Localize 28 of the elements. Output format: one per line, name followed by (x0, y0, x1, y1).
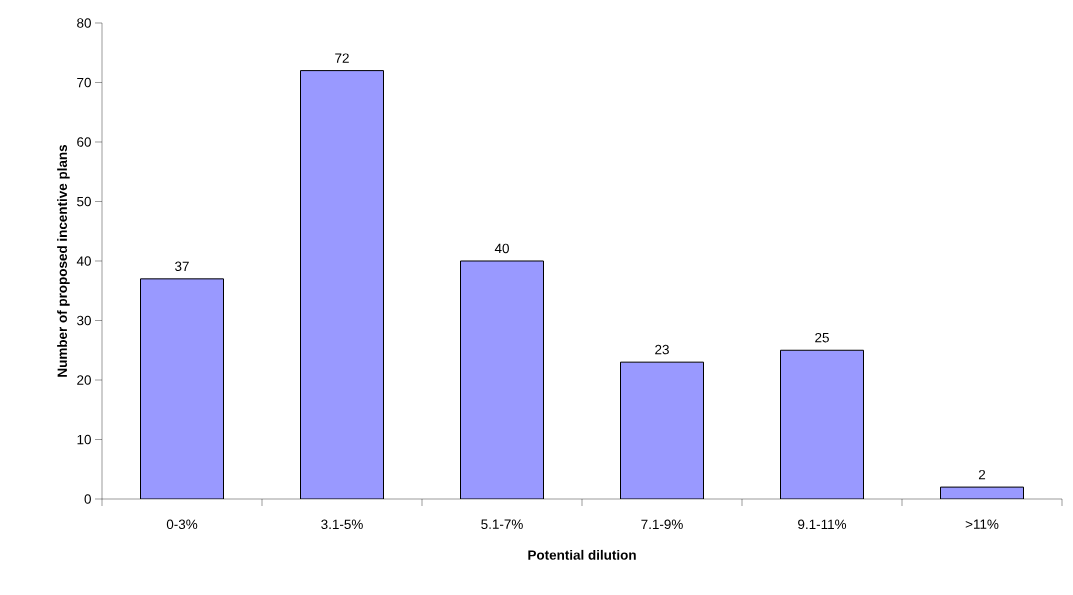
x-axis-title: Potential dilution (528, 549, 636, 560)
y-tick-label: 50 (77, 196, 91, 207)
data-label: 2 (978, 469, 986, 480)
x-tick-label: 9.1-11% (798, 519, 847, 530)
y-tick-label: 40 (76, 256, 91, 266)
x-tick-label: >11% (965, 519, 999, 529)
data-label: 37 (175, 261, 189, 272)
x-tick-label: 0-3% (166, 519, 198, 530)
data-label: 23 (655, 344, 669, 355)
x-tick-label: 7.1-9% (641, 519, 683, 530)
y-tick-label: 70 (77, 77, 91, 88)
y-tick-label: 80 (77, 18, 91, 28)
y-tick-label: 20 (77, 375, 91, 385)
y-axis-title: Number of proposed incentive plans (57, 144, 70, 377)
y-tick-label: 60 (77, 137, 91, 147)
y-tick-label: 10 (77, 434, 91, 445)
y-tick-label: 30 (77, 315, 91, 326)
x-tick-label: 5.1-7% (481, 519, 523, 529)
data-label: 25 (815, 332, 829, 343)
bar (620, 361, 704, 499)
x-tick-label: 3.1-5% (321, 519, 363, 530)
bar (780, 349, 864, 499)
data-label: 40 (494, 243, 509, 254)
bar (300, 70, 384, 499)
bar (460, 260, 544, 499)
data-label: 72 (335, 53, 349, 63)
y-tick-label: 0 (84, 494, 91, 504)
bar (140, 278, 224, 499)
